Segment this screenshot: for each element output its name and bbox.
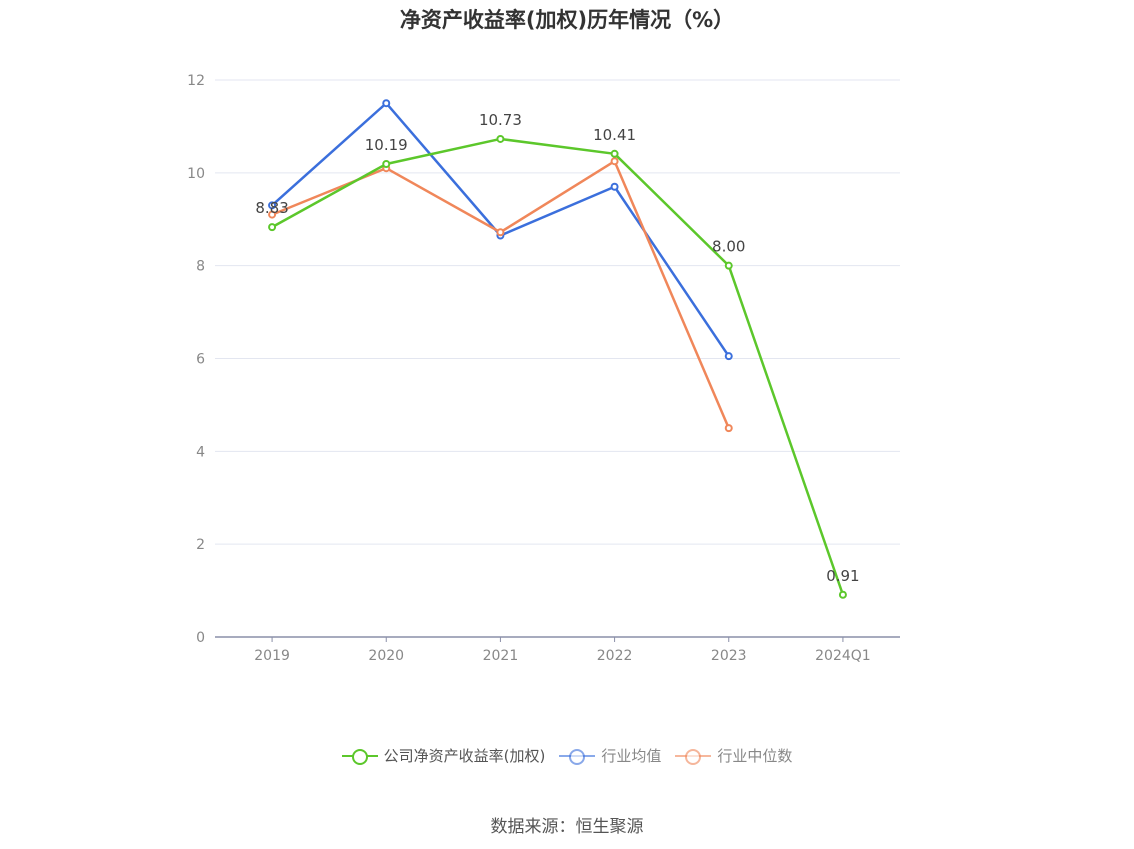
x-axis: 2019 2020 2021 2022 2023 2024Q1: [215, 636, 900, 664]
legend-item[interactable]: 行业均值: [559, 745, 661, 766]
data-point[interactable]: [610, 182, 619, 191]
data-point[interactable]: [268, 210, 277, 219]
x-tick-label: 2022: [597, 648, 633, 664]
data-label: 0.91: [826, 567, 859, 585]
data-point[interactable]: [838, 590, 847, 599]
data-label: 8.00: [712, 238, 745, 256]
legend-label: 行业中位数: [717, 747, 793, 765]
y-tick-label: 6: [196, 352, 205, 368]
x-tick-label: 2023: [711, 648, 747, 664]
data-point[interactable]: [382, 99, 391, 108]
legend-label: 行业均值: [601, 747, 662, 765]
x-tick-label: 2019: [254, 648, 290, 664]
y-tick-label: 2: [196, 537, 205, 553]
legend-item[interactable]: 公司净资产收益率(加权): [341, 745, 546, 766]
data-point[interactable]: [268, 223, 277, 232]
data-source: 数据来源：恒生聚源: [490, 817, 644, 837]
data-label: 10.19: [365, 136, 408, 154]
x-tick-label: 2020: [368, 648, 404, 664]
chart-title: 净资产收益率(加权)历年情况（%）: [399, 8, 735, 32]
y-tick-label: 8: [196, 259, 205, 275]
x-tick-label: 2024Q1: [815, 648, 871, 664]
data-point[interactable]: [382, 160, 391, 169]
line-chart: 0 2 4 6 8 10 12 2019 2020 2021 2022 2023 2024Q1 8.8…: [187, 73, 900, 664]
legend-label: 公司净资产收益率(加权): [383, 747, 546, 765]
data-point[interactable]: [496, 134, 505, 143]
y-tick-label: 4: [196, 444, 205, 460]
data-point[interactable]: [724, 261, 733, 270]
data-label: 10.41: [593, 126, 636, 144]
data-point[interactable]: [724, 352, 733, 361]
series-line: [271, 159, 730, 429]
grid-lines: [215, 79, 900, 545]
y-tick-label: 10: [187, 166, 205, 182]
data-label: 8.83: [255, 199, 288, 217]
data-point[interactable]: [610, 157, 619, 166]
data-label: 10.73: [479, 111, 522, 129]
data-point[interactable]: [610, 149, 619, 158]
data-point[interactable]: [724, 424, 733, 433]
data-labels: 8.83 10.19 10.73 10.41 8.00 0.91: [255, 111, 859, 585]
y-axis: 0 2 4 6 8 10 12: [187, 73, 205, 646]
legend-symbol-icon: [559, 746, 596, 766]
x-tick-label: 2021: [483, 648, 519, 664]
legend-symbol-icon: [675, 746, 712, 766]
legend: 公司净资产收益率(加权) 行业均值 行业中位数: [0, 745, 1134, 766]
y-tick-label: 12: [187, 73, 205, 89]
legend-symbol-icon: [341, 746, 378, 766]
data-point[interactable]: [496, 228, 505, 237]
y-tick-label: 0: [196, 630, 205, 646]
legend-item[interactable]: 行业中位数: [675, 745, 792, 766]
data-point[interactable]: [268, 201, 277, 210]
series-line: [271, 137, 845, 596]
series-group: [268, 99, 847, 599]
